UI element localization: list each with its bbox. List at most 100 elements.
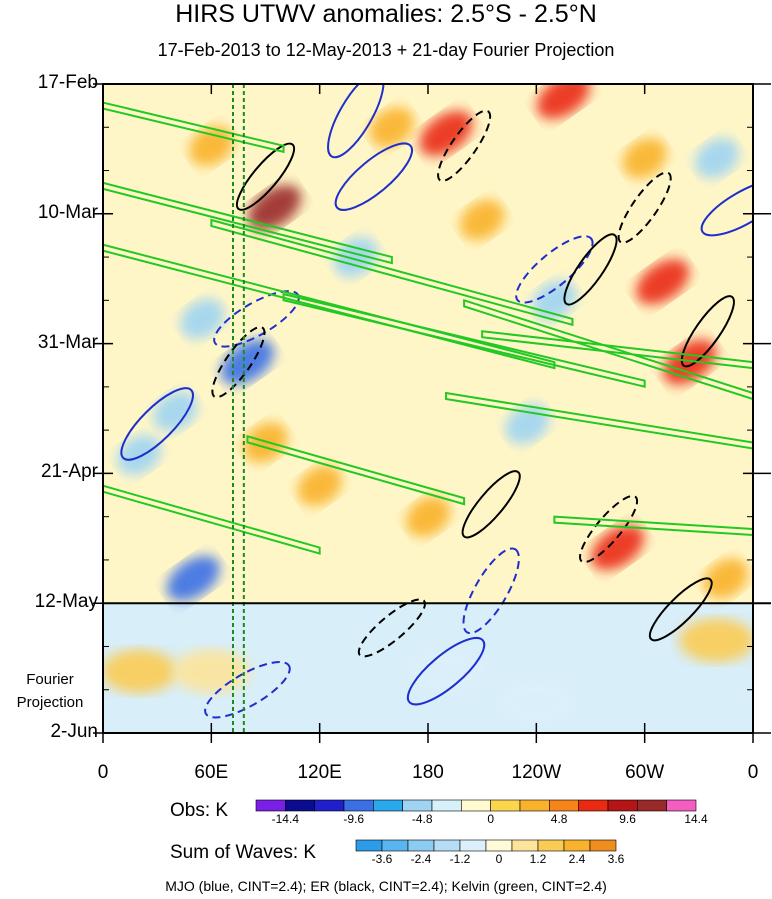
y-tick-label: 12-May bbox=[34, 591, 98, 613]
obs-colorbar-tick-label: -9.6 bbox=[343, 812, 365, 826]
mjo-contour bbox=[515, 235, 594, 304]
waves-colorbar-swatch bbox=[589, 839, 617, 852]
x-tick-label: 180 bbox=[412, 762, 444, 783]
obs-colorbar-swatch bbox=[461, 799, 491, 812]
anomaly-blob bbox=[405, 496, 451, 537]
y-tick-label: 2-Jun bbox=[50, 721, 98, 742]
er-contour bbox=[648, 577, 713, 642]
waves-colorbar-swatch bbox=[511, 839, 539, 852]
er-contour bbox=[617, 171, 672, 244]
waves-colorbar-tick-label: 3.6 bbox=[607, 852, 625, 866]
anomaly-blob bbox=[498, 680, 575, 725]
obs-colorbar-swatch bbox=[490, 799, 521, 812]
x-tick-label: 120W bbox=[511, 762, 562, 783]
fourier-label-line1: Fourier bbox=[26, 671, 74, 688]
obs-colorbar-label: Obs: K bbox=[170, 800, 229, 821]
x-tick-label: 60E bbox=[194, 762, 229, 783]
anomaly-blob bbox=[166, 555, 220, 602]
obs-colorbar-tick-label: -14.4 bbox=[271, 812, 299, 826]
waves-colorbar-swatch bbox=[407, 839, 435, 852]
obs-colorbar-swatch bbox=[637, 799, 667, 812]
er-contour bbox=[563, 233, 618, 306]
anomaly-shading bbox=[103, 84, 753, 725]
y-tick-label: 31-Mar bbox=[37, 331, 98, 353]
anomaly-blob bbox=[103, 649, 178, 694]
er-contour bbox=[579, 494, 639, 564]
waves-colorbar-swatch bbox=[433, 839, 461, 852]
waves-colorbar-swatch bbox=[537, 839, 565, 852]
er-contour bbox=[461, 470, 521, 539]
obs-colorbar-swatch bbox=[343, 799, 374, 812]
obs-colorbar-tick-label: -4.8 bbox=[411, 812, 433, 826]
anomaly-blob bbox=[622, 137, 667, 179]
anomaly-blob bbox=[153, 391, 198, 432]
legend-note: MJO (blue, CINT=2.4); ER (black, CINT=2.… bbox=[165, 878, 607, 894]
colorbars bbox=[255, 799, 697, 852]
kelvin-contour bbox=[246, 434, 466, 506]
mjo-contour bbox=[334, 142, 414, 211]
anomaly-blob bbox=[369, 107, 415, 148]
mjo-contour bbox=[406, 636, 486, 706]
waves-colorbar-swatch bbox=[563, 839, 591, 852]
waves-colorbar-swatch bbox=[459, 839, 487, 852]
waves-colorbar-tick-label: 0 bbox=[495, 852, 503, 866]
obs-colorbar-swatch bbox=[285, 799, 315, 812]
wave-contours bbox=[103, 84, 753, 719]
obs-colorbar-tick-label: 4.8 bbox=[550, 812, 568, 826]
waves-colorbar-tick-label: -3.6 bbox=[371, 852, 393, 866]
obs-colorbar-tick-label: 14.4 bbox=[684, 812, 708, 826]
anomaly-blob bbox=[297, 465, 342, 506]
obs-colorbar-swatch bbox=[666, 799, 697, 812]
obs-colorbar-swatch bbox=[549, 799, 579, 812]
er-contour bbox=[235, 142, 296, 211]
y-tick-label: 10-Mar bbox=[37, 201, 98, 223]
mjo-contour bbox=[204, 661, 291, 719]
anomaly-blob bbox=[180, 298, 225, 340]
mjo-contour bbox=[120, 387, 194, 461]
kelvin-contour bbox=[210, 218, 574, 327]
anomaly-blob bbox=[536, 84, 591, 120]
obs-colorbar-swatch bbox=[578, 799, 609, 812]
anomaly-blob bbox=[333, 236, 378, 278]
waves-colorbar-swatch bbox=[355, 839, 383, 852]
y-tick-label: 17-Feb bbox=[37, 72, 98, 93]
anomaly-blob bbox=[419, 110, 473, 157]
obs-colorbar-swatch bbox=[373, 799, 403, 812]
kelvin-contour bbox=[463, 298, 753, 401]
obs-colorbar-tick-label: 0 bbox=[487, 812, 494, 826]
waves-colorbar-swatch bbox=[485, 839, 513, 852]
plot-area bbox=[103, 84, 753, 733]
kelvin-contour bbox=[282, 292, 646, 388]
fourier-label-line2: Projection bbox=[16, 694, 84, 711]
waves-colorbar-tick-label: 1.2 bbox=[529, 852, 547, 866]
waves-colorbar-tick-label: 2.4 bbox=[568, 852, 586, 866]
er-contour bbox=[680, 295, 735, 368]
obs-colorbar-swatch bbox=[607, 799, 638, 812]
obs-colorbar-swatch bbox=[519, 799, 550, 812]
anomaly-blob bbox=[220, 339, 275, 385]
obs-colorbar-swatch bbox=[402, 799, 433, 812]
kelvin-contour bbox=[103, 101, 285, 154]
x-tick-label: 120E bbox=[297, 762, 342, 783]
anomaly-blob bbox=[173, 649, 250, 694]
obs-colorbar-tick-label: 9.6 bbox=[619, 812, 636, 826]
x-tick-label: 60W bbox=[625, 762, 665, 783]
kelvin-contour bbox=[445, 391, 753, 450]
anomaly-blob bbox=[116, 434, 162, 476]
anomaly-blob bbox=[590, 524, 645, 571]
er-contour bbox=[211, 326, 266, 399]
anomaly-blob bbox=[459, 199, 505, 241]
y-tick-label: 21-Apr bbox=[40, 461, 98, 483]
axis-ticks bbox=[93, 83, 771, 743]
anomaly-blob bbox=[636, 259, 690, 305]
chart-subtitle: 17-Feb-2013 to 12-May-2013 + 21-day Four… bbox=[157, 40, 615, 60]
anomaly-blob bbox=[678, 618, 753, 663]
obs-colorbar-swatch bbox=[431, 799, 462, 812]
kelvin-contour bbox=[103, 181, 393, 265]
x-tick-label: 0 bbox=[747, 762, 759, 783]
anomaly-blob bbox=[694, 137, 740, 179]
kelvin-contour bbox=[553, 515, 753, 537]
mjo-contour bbox=[327, 84, 385, 159]
anomaly-blob bbox=[703, 558, 749, 599]
